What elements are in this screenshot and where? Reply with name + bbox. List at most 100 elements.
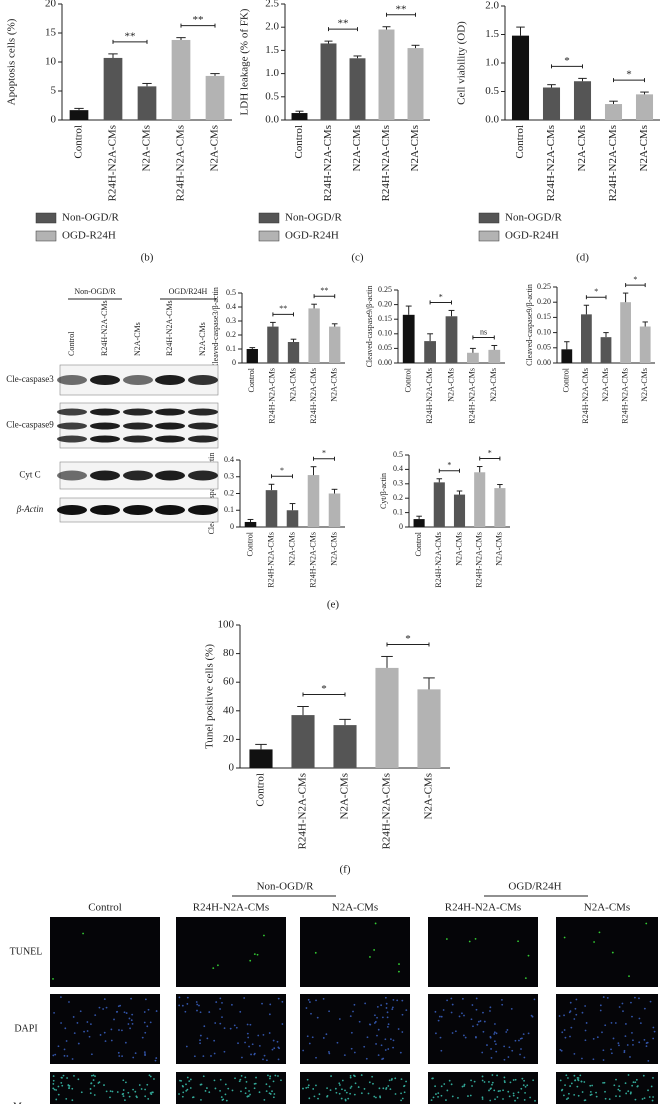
bar [103, 57, 123, 120]
error-bar [311, 303, 317, 309]
blot-band [57, 505, 87, 515]
micro-cell [229, 1027, 232, 1030]
micro-cell [302, 1087, 304, 1090]
micro-cell [617, 1042, 620, 1045]
micro-cell [71, 1087, 74, 1090]
micro-cell [471, 1004, 474, 1006]
micro-cell [403, 1085, 405, 1088]
micro-cell [430, 1099, 433, 1102]
micro-cell [623, 1049, 626, 1052]
micro-cell [495, 1032, 498, 1035]
micro-cell [454, 1030, 457, 1033]
micro-cell [391, 1006, 394, 1009]
y-tick-label: 0.00 [537, 358, 551, 367]
micro-cell [389, 1088, 392, 1091]
micro-cell [322, 998, 325, 1000]
micro-image [176, 1072, 286, 1104]
micro-cell [518, 1039, 520, 1042]
micro-cell [380, 1004, 383, 1007]
micro-cell [603, 1081, 606, 1084]
y-axis-label: Cyt/β-actin [379, 473, 388, 509]
micro-cell [52, 1087, 55, 1090]
micro-cell [585, 1022, 588, 1024]
bar [333, 725, 357, 768]
x-tick-label: R24H-N2A-CMs [268, 368, 277, 424]
micro-cell [261, 1002, 263, 1005]
y-tick-label: 0 [229, 762, 235, 774]
micro-cell [634, 1081, 637, 1084]
micro-cell [475, 1008, 478, 1011]
micro-cell [476, 1023, 479, 1026]
micro-cell [57, 1045, 60, 1048]
bar [286, 510, 299, 527]
micro-cell [307, 1084, 310, 1087]
micro-cell [90, 1074, 93, 1077]
micro-cell [448, 1079, 451, 1082]
micro-cell [268, 1085, 271, 1088]
micro-cell [524, 1091, 526, 1094]
micro-cell [440, 1094, 443, 1097]
error-bar [609, 100, 618, 105]
micro-cell [248, 1090, 250, 1092]
micro-cell [401, 1031, 404, 1033]
error-bar [564, 341, 570, 350]
micro-cell [200, 1083, 203, 1086]
micro-column-label: R24H-N2A-CMs [445, 902, 521, 914]
micro-cell [401, 1013, 404, 1016]
micro-cell [312, 1088, 315, 1090]
micro-cell [375, 1043, 377, 1045]
x-tick-label: N2A-CMs [495, 532, 504, 566]
micro-cell [377, 1054, 380, 1057]
micro-cell [104, 1040, 107, 1042]
significance-label: ** [279, 304, 287, 313]
micro-cell [344, 1098, 347, 1101]
blot-band [188, 422, 218, 430]
micro-cell [317, 1097, 319, 1100]
micro-cell [189, 1078, 192, 1081]
micro-cell [328, 1010, 330, 1013]
micro-cell [493, 1031, 496, 1034]
x-tick-label: R24H-N2A-CMs [545, 125, 557, 201]
micro-cell [378, 1087, 381, 1090]
micro-column-label: N2A-CMs [332, 902, 378, 914]
micro-cell [385, 1088, 387, 1090]
blot-band [90, 435, 120, 443]
y-tick-label: 60 [223, 676, 235, 688]
micro-cell [595, 1095, 598, 1098]
micro-cell [512, 1094, 515, 1097]
micro-cell [121, 1029, 123, 1032]
micro-cell [365, 1057, 368, 1060]
micro-cell [570, 1026, 573, 1029]
micro-cell [223, 1027, 226, 1030]
micro-cell [368, 1081, 371, 1084]
micro-image [176, 917, 286, 987]
error-bar [640, 91, 649, 95]
micro-cell [77, 1042, 80, 1045]
blot-band [123, 470, 153, 481]
micro-cell [491, 1074, 494, 1076]
micro-cell [57, 1085, 60, 1088]
micro-cell [533, 998, 536, 1001]
micro-cell [272, 1096, 275, 1099]
micro-cell [630, 1001, 632, 1004]
micro-cell [503, 1080, 506, 1082]
micro-cell [196, 1003, 199, 1006]
micro-cell [73, 1074, 75, 1077]
micro-cell [202, 1075, 205, 1078]
micro-cell [631, 1015, 633, 1018]
blot-band [155, 470, 185, 481]
micro-cell [186, 996, 189, 999]
micro-cell [99, 1034, 102, 1036]
micro-cell [523, 1056, 526, 1059]
micro-cell [522, 1084, 525, 1087]
micro-cell [560, 1049, 563, 1052]
micro-cell [451, 1032, 454, 1034]
micro-cell [302, 1049, 305, 1052]
micro-cell [181, 1004, 184, 1007]
significance-label: ns [480, 327, 487, 336]
bar [433, 482, 445, 527]
micro-cell [212, 967, 215, 970]
micro-cell [390, 1038, 392, 1041]
y-axis-label: Cleaved-caspase9/β-actin [365, 286, 374, 368]
micro-cell [221, 1001, 223, 1004]
